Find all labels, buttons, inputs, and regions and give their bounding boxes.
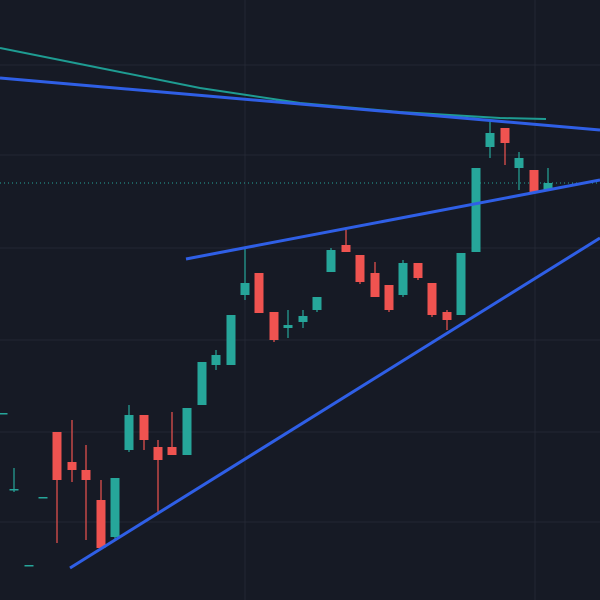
candle-body: [110, 478, 120, 537]
candle-body: [384, 285, 394, 310]
candle-body: [355, 255, 365, 282]
trendline: [0, 76, 600, 132]
candle-body: [167, 447, 177, 455]
candle-body: [24, 565, 34, 567]
candle-body: [211, 355, 221, 365]
candle-body: [413, 263, 423, 278]
candle-body: [456, 253, 466, 315]
candle-body: [81, 470, 91, 480]
candle-body: [0, 413, 8, 415]
candle-body: [240, 283, 250, 295]
candle-body: [9, 489, 19, 491]
candle-body: [269, 312, 279, 340]
candle-body: [442, 312, 452, 320]
candle-body: [197, 362, 207, 405]
candle-body: [543, 183, 553, 190]
candle-body: [298, 316, 308, 322]
candle-body: [182, 408, 192, 455]
candle-body: [500, 128, 510, 143]
candle-body: [485, 133, 495, 147]
candle-body: [529, 170, 539, 192]
candle-body: [427, 283, 437, 315]
candle-body: [370, 273, 380, 297]
candle-body: [67, 462, 77, 470]
candle-body: [326, 250, 336, 272]
candle-body: [471, 168, 481, 252]
candle-body: [312, 297, 322, 310]
trendline: [69, 236, 600, 570]
candle-body: [341, 245, 351, 252]
candle-body: [153, 447, 163, 460]
candle-body: [52, 432, 62, 480]
candle-body: [38, 497, 48, 499]
candle-body: [254, 273, 264, 313]
candle-body: [124, 415, 134, 450]
candle-body: [283, 325, 293, 328]
candle-body: [398, 263, 408, 295]
candle-body: [226, 315, 236, 365]
candle-body: [139, 415, 149, 440]
candle-body: [514, 158, 524, 168]
candle-body: [96, 500, 106, 548]
trendline: [185, 178, 600, 261]
